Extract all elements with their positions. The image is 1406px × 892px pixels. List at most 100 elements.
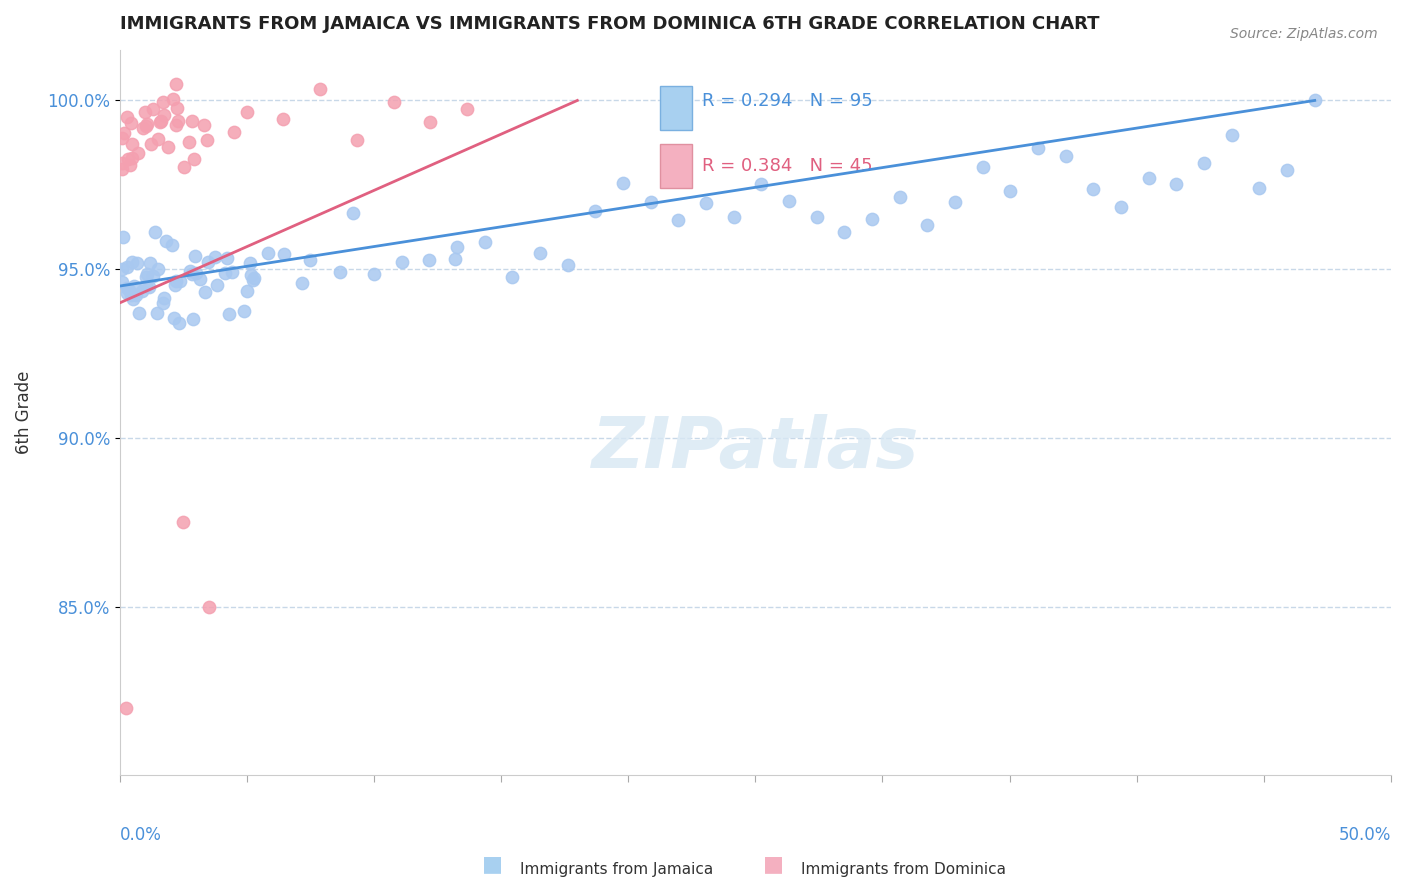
Point [1054, 149, 1077, 163]
Point [172, 516, 194, 530]
Point [138, 256, 160, 270]
Point [165, 77, 187, 91]
Point [111, 261, 134, 276]
Point [111, 161, 134, 176]
Point [1026, 141, 1049, 155]
Text: ZIPatlas: ZIPatlas [592, 415, 920, 483]
Text: ■: ■ [482, 854, 502, 873]
Point [640, 194, 662, 209]
Point [131, 284, 153, 298]
Point [152, 95, 174, 110]
Point [156, 140, 179, 154]
Point [139, 137, 162, 152]
Text: R = 0.384   N = 45: R = 0.384 N = 45 [702, 157, 873, 175]
Point [583, 203, 606, 218]
Point [121, 151, 143, 165]
Text: ■: ■ [763, 854, 783, 873]
Point [273, 247, 295, 261]
Point [138, 280, 160, 294]
Point [181, 114, 204, 128]
Point [204, 250, 226, 264]
Point [236, 284, 259, 298]
Point [134, 105, 156, 120]
Point [474, 235, 496, 249]
Point [127, 145, 149, 160]
Point [382, 95, 405, 109]
Point [1249, 181, 1271, 195]
Point [832, 225, 855, 239]
Point [242, 273, 264, 287]
Point [456, 102, 478, 116]
Text: R = 0.294   N = 95: R = 0.294 N = 95 [702, 92, 873, 110]
Point [179, 135, 201, 149]
Point [917, 218, 939, 232]
Point [342, 205, 364, 219]
Point [215, 251, 238, 265]
Point [155, 234, 177, 248]
FancyBboxPatch shape [659, 145, 692, 187]
Point [125, 256, 148, 270]
Point [145, 306, 167, 320]
Point [115, 701, 138, 715]
Point [221, 265, 243, 279]
Point [501, 270, 523, 285]
Point [214, 266, 236, 280]
Text: 50.0%: 50.0% [1339, 826, 1391, 844]
Point [121, 255, 143, 269]
Point [152, 295, 174, 310]
Point [443, 252, 465, 267]
Point [419, 115, 441, 129]
Point [181, 311, 204, 326]
Point [135, 267, 157, 281]
Point [167, 113, 190, 128]
Point [165, 118, 187, 132]
FancyBboxPatch shape [659, 87, 692, 129]
Point [121, 137, 143, 152]
Point [118, 158, 141, 172]
Point [557, 258, 579, 272]
Point [418, 253, 440, 268]
Point [115, 110, 138, 124]
Point [169, 274, 191, 288]
Point [194, 285, 217, 300]
Point [146, 262, 169, 277]
Point [1275, 163, 1298, 178]
Point [222, 125, 245, 139]
Point [143, 225, 166, 239]
Point [117, 152, 139, 166]
Point [666, 212, 689, 227]
Point [205, 278, 228, 293]
Point [346, 132, 368, 146]
Point [943, 194, 966, 209]
Point [149, 114, 172, 128]
Point [115, 285, 138, 300]
Point [273, 112, 295, 126]
Point [183, 249, 205, 263]
Point [111, 131, 134, 145]
Point [291, 276, 314, 290]
Point [118, 283, 141, 297]
Point [136, 117, 159, 131]
Point [135, 269, 157, 284]
Point [111, 275, 134, 289]
Point [446, 240, 468, 254]
Y-axis label: 6th Grade: 6th Grade [15, 371, 32, 454]
Point [125, 288, 148, 302]
Point [132, 120, 155, 135]
Point [299, 252, 322, 267]
Point [115, 260, 138, 274]
Point [218, 307, 240, 321]
Point [243, 270, 266, 285]
Point [142, 269, 165, 284]
Text: 0.0%: 0.0% [120, 826, 162, 844]
Point [363, 267, 385, 281]
Point [612, 176, 634, 190]
Point [1000, 184, 1022, 198]
Point [162, 92, 184, 106]
Point [122, 279, 145, 293]
Point [115, 280, 138, 294]
Point [695, 196, 717, 211]
Point [135, 120, 157, 134]
Point [239, 268, 262, 282]
Point [778, 194, 800, 209]
